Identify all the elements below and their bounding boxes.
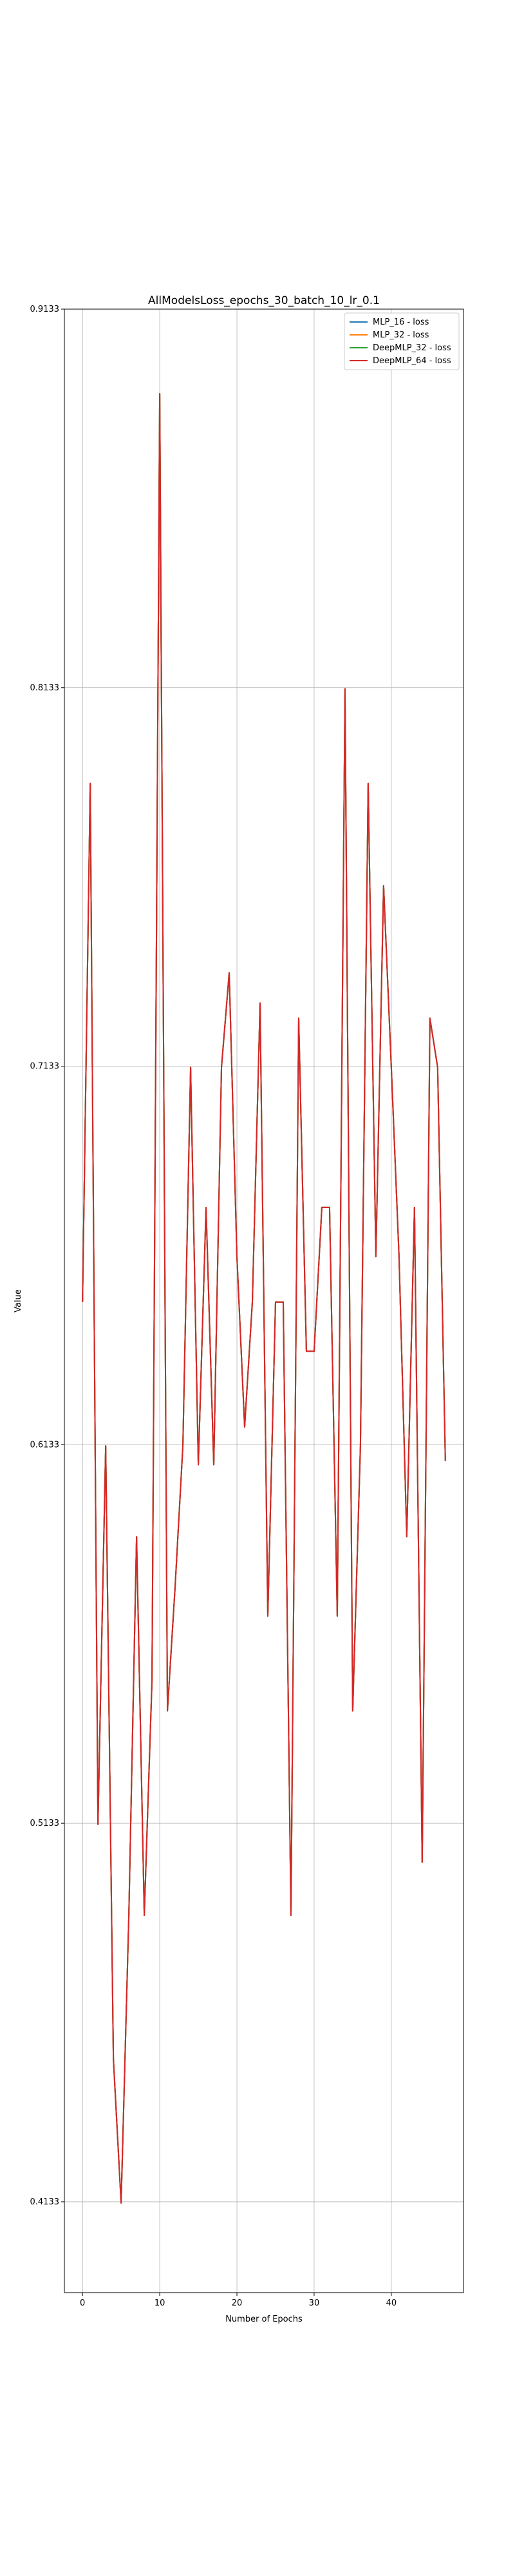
y-tick-label: 0.8133 xyxy=(30,683,60,693)
legend: MLP_16 - loss MLP_32 - loss DeepMLP_32 - l… xyxy=(344,312,460,370)
legend-label-4: DeepMLP_64 - loss xyxy=(373,356,451,366)
chart-title: AllModelsLoss_epochs_30_batch_10_lr_0.1 xyxy=(148,294,380,307)
legend-label-3: DeepMLP_32 - loss xyxy=(373,343,451,353)
legend-box xyxy=(344,312,460,370)
series-lines xyxy=(82,393,446,2204)
y-tick-label: 0.7133 xyxy=(30,1062,60,1072)
x-axis-label: Number of Epochs xyxy=(225,2315,303,2324)
y-axis-label: Value xyxy=(14,1289,23,1312)
x-tick-label: 40 xyxy=(386,2298,397,2308)
legend-label-2: MLP_32 - loss xyxy=(373,330,429,340)
axis-ticks: 0 10 20 30 40 0.4133 0.5133 0.6133 0.7133 0.8133 0… xyxy=(30,305,397,2308)
x-tick-label: 0 xyxy=(80,2298,85,2308)
x-tick-label: 20 xyxy=(232,2298,243,2308)
y-tick-label: 0.4133 xyxy=(30,2197,60,2207)
series-line-4 xyxy=(82,393,446,2204)
y-tick-label: 0.6133 xyxy=(30,1440,60,1450)
x-tick-label: 10 xyxy=(154,2298,165,2308)
x-tick-label: 30 xyxy=(309,2298,320,2308)
y-tick-label: 0.9133 xyxy=(30,305,60,314)
legend-label-1: MLP_16 - loss xyxy=(373,317,429,327)
plot-frame xyxy=(64,308,464,2293)
y-tick-label: 0.5133 xyxy=(30,1819,60,1828)
